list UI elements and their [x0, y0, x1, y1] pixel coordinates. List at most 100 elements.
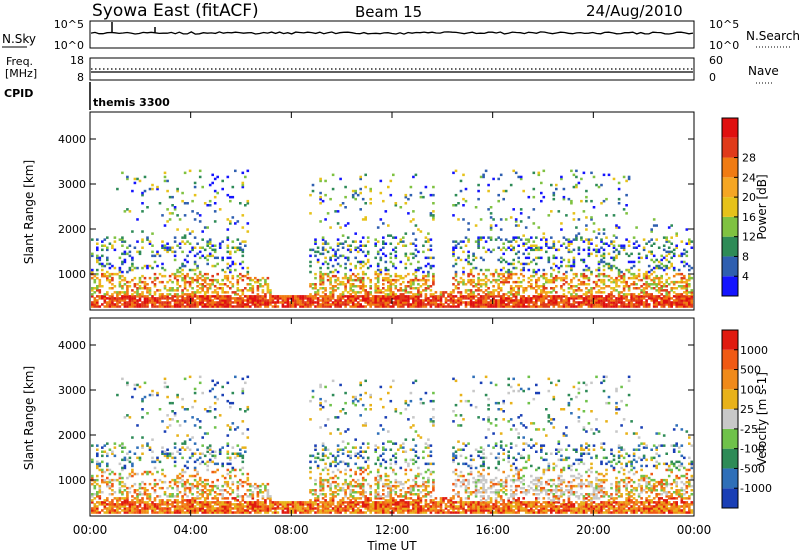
heatmap-cell	[223, 509, 227, 512]
heatmap-cell	[178, 491, 182, 494]
heatmap-cell	[617, 272, 621, 276]
heatmap-cell	[394, 287, 398, 290]
heatmap-cell	[326, 509, 330, 512]
heatmap-cell	[96, 248, 99, 252]
heatmap-cell	[271, 299, 275, 302]
heatmap-cell	[376, 291, 380, 294]
heatmap-cell	[479, 218, 483, 221]
heatmap-cell	[229, 426, 232, 429]
heatmap-cell	[163, 430, 167, 433]
heatmap-cell	[319, 472, 322, 476]
heatmap-cell	[319, 478, 322, 482]
heatmap-cell	[146, 503, 149, 506]
heatmap-cell	[234, 246, 237, 249]
heatmap-cell	[459, 280, 463, 284]
heatmap-cell	[382, 301, 385, 304]
heatmap-cell	[321, 252, 325, 256]
heatmap-cell	[296, 507, 300, 510]
heatmap-cell	[595, 283, 598, 286]
heatmap-cell	[101, 501, 104, 504]
heatmap-cell	[246, 305, 250, 308]
heatmap-cell	[291, 507, 295, 510]
heatmap-cell	[457, 303, 460, 306]
heatmap-cell	[499, 268, 503, 272]
heatmap-cell	[484, 276, 488, 280]
heatmap-cell	[113, 497, 117, 500]
heatmap-cell	[499, 303, 503, 306]
heatmap-cell	[339, 242, 342, 245]
heatmap-cell	[226, 285, 230, 288]
heatmap-cell	[652, 254, 656, 258]
heatmap-cell	[229, 270, 232, 274]
heatmap-cell	[231, 262, 235, 266]
heatmap-cell	[524, 256, 528, 260]
heatmap-cell	[615, 236, 618, 239]
heatmap-cell	[519, 305, 523, 308]
heatmap-cell	[196, 252, 199, 256]
heatmap-cell	[550, 291, 553, 294]
heatmap-cell	[168, 287, 172, 290]
heatmap-cell	[166, 507, 169, 510]
heatmap-cell	[171, 295, 174, 298]
heatmap-cell	[141, 408, 144, 411]
heatmap-cell	[136, 511, 139, 514]
heatmap-cell	[683, 285, 686, 288]
heatmap-cell	[168, 218, 172, 221]
heatmap-cell	[429, 305, 433, 308]
heatmap-cell	[632, 287, 636, 290]
heatmap-cell	[284, 505, 287, 508]
heatmap-cell	[153, 491, 157, 494]
heatmap-cell	[181, 297, 184, 300]
heatmap-cell	[173, 505, 177, 508]
heatmap-cell	[236, 454, 240, 458]
heatmap-cell	[126, 452, 129, 455]
heatmap-cell	[251, 497, 255, 500]
heatmap-cell	[178, 452, 182, 455]
heatmap-cell	[585, 287, 588, 290]
heatmap-cell	[326, 299, 330, 302]
heatmap-cell	[384, 276, 388, 280]
heatmap-cell	[560, 175, 563, 179]
heatmap-cell	[532, 301, 536, 304]
heatmap-cell	[507, 246, 510, 249]
heatmap-cell	[509, 297, 513, 300]
heatmap-cell	[469, 268, 473, 272]
heatmap-cell	[286, 509, 290, 512]
heatmap-cell	[198, 462, 202, 466]
heatmap-cell	[133, 303, 137, 306]
heatmap-cell	[572, 248, 576, 252]
heatmap-cell	[108, 266, 112, 270]
heatmap-cell	[201, 509, 204, 512]
heatmap-cell	[118, 486, 122, 490]
heatmap-cell	[487, 287, 490, 290]
heatmap-cell	[111, 470, 114, 474]
heatmap-cell	[151, 297, 154, 300]
heatmap-cell	[299, 501, 302, 504]
heatmap-cell	[201, 278, 204, 282]
heatmap-cell	[324, 240, 327, 243]
heatmap-cell	[512, 289, 515, 292]
heatmap-cell	[191, 248, 194, 252]
heatmap-cell	[464, 258, 468, 262]
heatmap-cell	[632, 299, 636, 302]
heatmap-cell	[176, 274, 179, 278]
heatmap-cell	[329, 287, 332, 290]
heatmap-cell	[326, 303, 330, 306]
heatmap-cell	[193, 262, 197, 266]
heatmap-cell	[472, 278, 475, 282]
heatmap-cell	[166, 250, 169, 254]
heatmap-cell	[173, 299, 177, 302]
heatmap-cell	[409, 297, 413, 300]
heatmap-cell	[274, 305, 277, 308]
heatmap-cell	[249, 511, 252, 514]
heatmap-cell	[96, 254, 99, 258]
heatmap-cell	[234, 428, 237, 431]
heatmap-cell	[106, 476, 109, 480]
heatmap-cell	[512, 303, 515, 306]
heatmap-cell	[409, 291, 413, 294]
heatmap-cell	[266, 283, 270, 286]
heatmap-cell	[158, 293, 162, 296]
heatmap-cell	[108, 486, 112, 490]
heatmap-cell	[324, 385, 327, 389]
heatmap-cell	[218, 305, 222, 308]
